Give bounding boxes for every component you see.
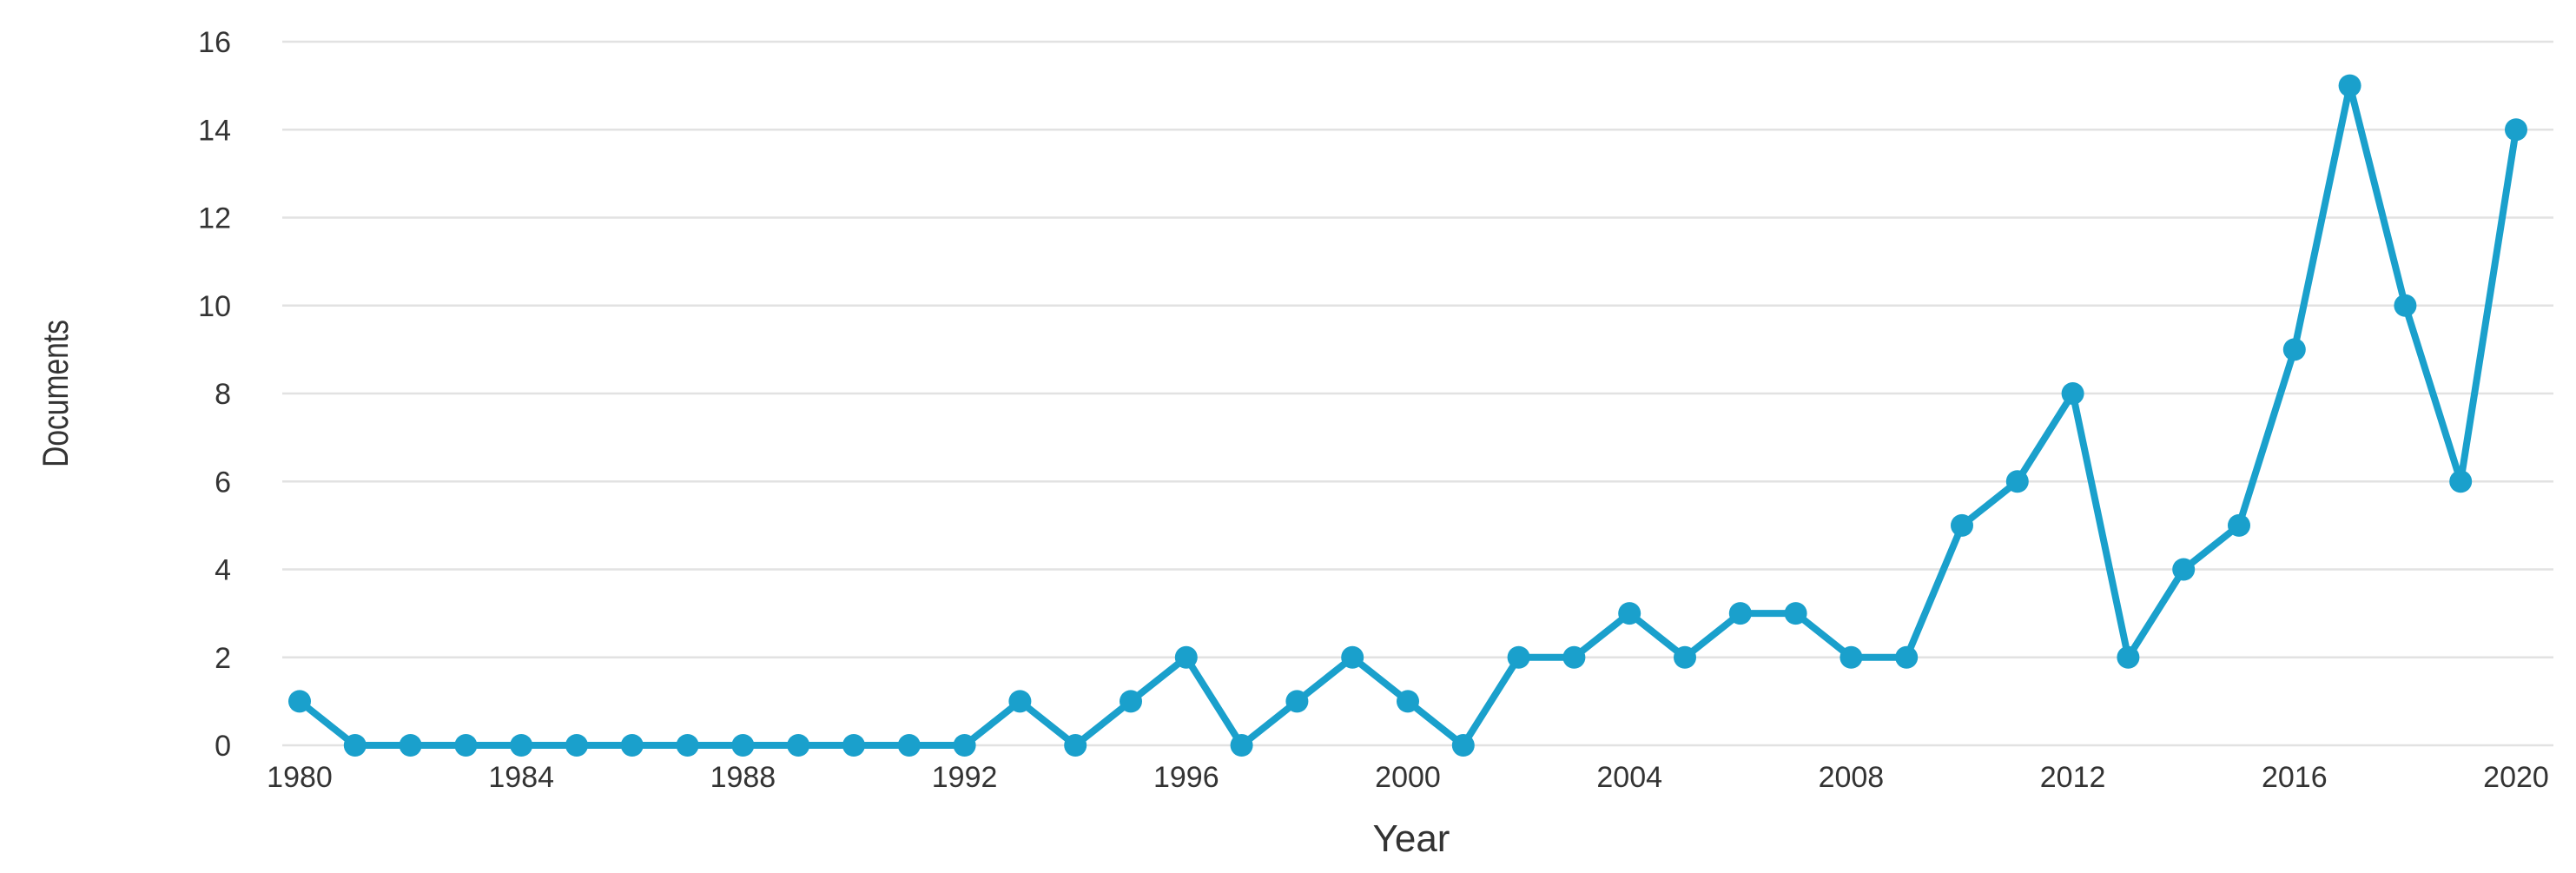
series-line [296, 82, 2520, 749]
data-point-2007 [1784, 602, 1807, 625]
data-point-1984 [510, 734, 533, 757]
data-point-1983 [454, 734, 478, 757]
data-point-2012 [2061, 382, 2084, 405]
x-tick-label: 2004 [1596, 761, 1662, 794]
data-point-2010 [1951, 513, 1973, 537]
data-point-2019 [2449, 470, 2473, 493]
data-point-2020 [2505, 118, 2527, 142]
data-point-2011 [2005, 470, 2029, 493]
data-point-2015 [2228, 513, 2250, 537]
data-point-2013 [2117, 645, 2140, 669]
data-point-2005 [1674, 645, 1696, 669]
data-point-1981 [343, 734, 367, 757]
data-point-1986 [620, 734, 644, 757]
x-tick-label: 2016 [2262, 761, 2328, 794]
x-tick-label: 1992 [932, 761, 998, 794]
x-tick-label: 2000 [1375, 761, 1441, 794]
x-tick-label: 2020 [2483, 761, 2549, 794]
x-axis-title: Year [1373, 817, 1450, 860]
data-point-1999 [1341, 645, 1364, 669]
data-point-2018 [2394, 294, 2417, 317]
data-point-1994 [1064, 734, 1087, 757]
data-point-1992 [953, 734, 976, 757]
data-point-1995 [1120, 690, 1142, 713]
data-point-1991 [897, 734, 921, 757]
data-point-1990 [842, 734, 865, 757]
data-point-1987 [676, 734, 699, 757]
data-point-1982 [399, 734, 422, 757]
data-point-2016 [2282, 338, 2306, 361]
data-point-2009 [1895, 645, 1919, 669]
data-point-2008 [1840, 645, 1863, 669]
y-tick-label: 16 [198, 26, 231, 59]
x-tick-label: 1996 [1153, 761, 1219, 794]
data-point-2017 [2338, 74, 2361, 97]
data-point-1980 [288, 690, 311, 713]
y-axis-title: Documents [36, 320, 76, 467]
data-point-1997 [1230, 734, 1253, 757]
y-tick-label: 6 [215, 466, 231, 499]
x-axis-ticks: 1980 1984 1988 1992 1996 2000 2004 2008 2012 2016… [267, 761, 2549, 794]
data-point-1985 [565, 734, 588, 757]
x-tick-label: 2008 [1819, 761, 1885, 794]
data-point-1996 [1174, 645, 1198, 669]
y-tick-label: 14 [198, 114, 231, 147]
data-point-1993 [1008, 690, 1032, 713]
x-tick-label: 2012 [2040, 761, 2106, 794]
data-point-2006 [1728, 602, 1752, 625]
data-point-2000 [1397, 690, 1419, 713]
data-point-2014 [2172, 558, 2196, 581]
y-tick-label: 10 [198, 290, 231, 323]
series-documents [288, 74, 2527, 757]
y-tick-label: 12 [198, 202, 231, 235]
x-tick-label: 1988 [710, 761, 776, 794]
y-axis-ticks: 0 2 4 6 8 10 12 14 16 [198, 26, 231, 763]
y-tick-label: 0 [215, 730, 231, 763]
data-point-1998 [1285, 690, 1309, 713]
data-point-2001 [1451, 734, 1475, 757]
y-tick-label: 4 [215, 554, 231, 587]
data-point-2004 [1618, 602, 1641, 625]
x-tick-label: 1984 [488, 761, 554, 794]
gridlines [282, 40, 2553, 747]
data-point-1989 [787, 734, 810, 757]
x-tick-label: 1980 [267, 761, 333, 794]
data-point-1988 [731, 734, 755, 757]
y-tick-label: 8 [215, 378, 231, 411]
y-tick-label: 2 [215, 642, 231, 675]
data-point-2003 [1562, 645, 1586, 669]
data-point-2002 [1507, 645, 1530, 669]
